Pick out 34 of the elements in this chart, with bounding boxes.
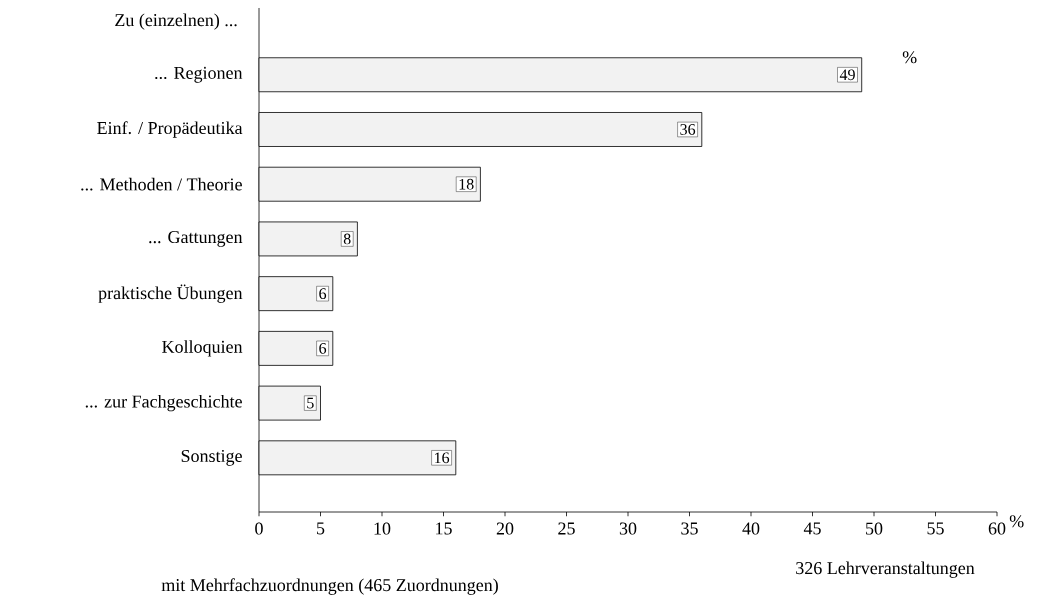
x-tick-label: 55	[927, 522, 944, 535]
y-tick-label: Einf. / Propädeutika	[97, 121, 243, 138]
x-tick-label: 40	[742, 522, 760, 535]
data-label: 8	[343, 233, 351, 245]
x-axis-title: %	[1009, 515, 1024, 528]
x-tick-label: 35	[681, 522, 698, 535]
y-tick-label: Sonstige	[181, 449, 242, 466]
x-tick-label: 30	[619, 522, 637, 535]
data-label: 18	[459, 178, 474, 190]
x-tick-label: 45	[803, 522, 821, 535]
y-tick-label: Kolloquien	[162, 340, 243, 357]
text: Zu (einzelnen) ...	[115, 13, 237, 30]
data-label: 16	[435, 452, 450, 464]
data-label: 6	[319, 343, 327, 354]
x-tick-label: 10	[374, 522, 391, 535]
text: mit Mehrfachzuordnungen (465 Zuordnungen)	[161, 578, 498, 595]
annotation: %	[902, 51, 917, 64]
y-tick-label: ... Gattungen	[149, 231, 243, 247]
y-tick-label: ... zur Fachgeschichte	[85, 394, 242, 412]
x-tick-label: 20	[496, 522, 514, 535]
x-tick-label: 15	[436, 522, 452, 535]
x-tick-label: 60	[988, 522, 1006, 535]
x-tick-label: 0	[255, 522, 263, 535]
data-label: 36	[680, 124, 696, 135]
data-label: 49	[839, 69, 855, 81]
y-tick-label: praktische Übungen	[98, 284, 243, 303]
data-label: 6	[319, 288, 327, 300]
y-tick-label: ... Regionen	[155, 66, 243, 83]
x-tick-label: 50	[866, 522, 883, 535]
x-tick-label: 5	[317, 522, 325, 535]
x-tick-label: 25	[558, 522, 575, 535]
y-tick-label: ... Methoden / Theorie	[81, 177, 242, 191]
data-label: 5	[307, 397, 314, 409]
text: 326 Lehrveranstaltungen	[796, 561, 975, 578]
